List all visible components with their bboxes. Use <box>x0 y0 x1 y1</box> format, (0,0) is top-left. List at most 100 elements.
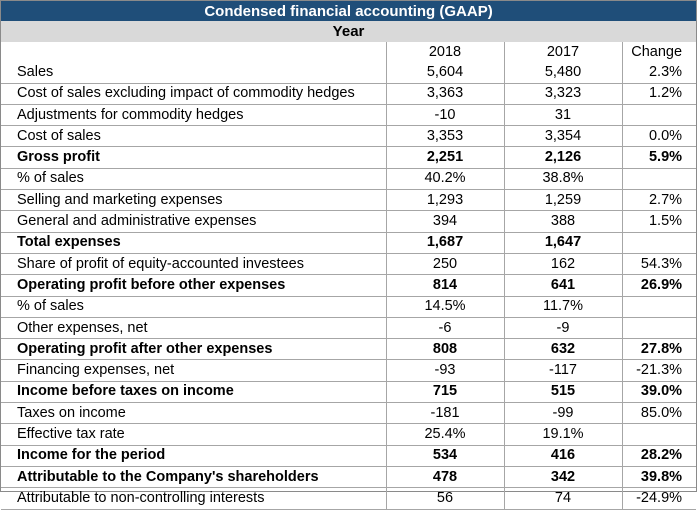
row-value-2017: -99 <box>503 402 622 425</box>
row-change: 54.3% <box>621 253 697 276</box>
year-header-row: Year <box>1 21 697 42</box>
row-value-2017: 38.8% <box>503 168 622 191</box>
row-value-2018: 250 <box>385 253 504 276</box>
row-value-2018: 814 <box>385 274 504 297</box>
row-value-2018: 2,251 <box>385 146 504 169</box>
row-label: Cost of sales <box>1 125 386 148</box>
row-value-2017: 515 <box>503 381 622 404</box>
row-label: Income for the period <box>1 445 386 467</box>
table-row: % of sales 14.5% 11.7% <box>1 296 697 318</box>
row-change: -21.3% <box>621 359 697 382</box>
row-value-2018: 5,604 <box>385 62 504 84</box>
row-change: 0.0% <box>621 125 697 148</box>
row-change: 27.8% <box>621 338 697 361</box>
row-value-2018: 3,363 <box>385 83 504 105</box>
row-value-2018: 40.2% <box>385 168 504 191</box>
table-row: Financing expenses, net -93 -117 -21.3% <box>1 359 697 382</box>
column-header-row: 2018 2017 Change <box>1 42 697 63</box>
row-label: Effective tax rate <box>1 423 386 446</box>
row-value-2017: 416 <box>503 445 622 467</box>
row-label: Sales <box>1 62 386 84</box>
row-label: Operating profit before other expenses <box>1 274 386 297</box>
row-label: % of sales <box>1 296 386 318</box>
table-row: Cost of sales excluding impact of commod… <box>1 83 697 105</box>
row-change: 2.7% <box>621 189 697 212</box>
row-value-2017: 11.7% <box>503 296 622 318</box>
row-label: Taxes on income <box>1 402 386 425</box>
row-value-2017: 3,323 <box>503 83 622 105</box>
row-change <box>621 317 697 340</box>
row-value-2018: 1,687 <box>385 232 504 254</box>
row-label: General and administrative expenses <box>1 210 386 233</box>
table-row: Attributable to the Company's shareholde… <box>1 466 697 489</box>
row-value-2018: 478 <box>385 466 504 489</box>
row-value-2018: 534 <box>385 445 504 467</box>
table-row: Income for the period 534 416 28.2% <box>1 445 697 467</box>
row-value-2018: 3,353 <box>385 125 504 148</box>
row-value-2018: -10 <box>385 104 504 127</box>
row-change: 85.0% <box>621 402 697 425</box>
row-value-2017: 3,354 <box>503 125 622 148</box>
row-value-2017: 1,647 <box>503 232 622 254</box>
row-label: Total expenses <box>1 232 386 254</box>
column-header-2018: 2018 <box>385 42 504 63</box>
row-value-2017: 19.1% <box>503 423 622 446</box>
column-header-2017: 2017 <box>503 42 622 63</box>
table-title: Condensed financial accounting (GAAP) <box>1 1 697 21</box>
row-value-2017: 74 <box>503 487 622 510</box>
row-change <box>621 423 697 446</box>
table-row: Cost of sales 3,353 3,354 0.0% <box>1 125 697 148</box>
table-title-row: Condensed financial accounting (GAAP) <box>1 1 697 21</box>
row-label: Share of profit of equity-accounted inve… <box>1 253 386 276</box>
row-label: Attributable to non-controlling interest… <box>1 487 386 510</box>
row-value-2017: -9 <box>503 317 622 340</box>
row-change: 1.2% <box>621 83 697 105</box>
row-value-2018: 394 <box>385 210 504 233</box>
column-header-change: Change <box>621 42 697 63</box>
table-row: Operating profit before other expenses 81… <box>1 274 697 297</box>
row-value-2018: -6 <box>385 317 504 340</box>
row-value-2017: 162 <box>503 253 622 276</box>
table-row: General and administrative expenses 394 38… <box>1 210 697 233</box>
row-change: 2.3% <box>621 62 697 84</box>
row-label: Cost of sales excluding impact of commod… <box>1 83 386 105</box>
row-value-2018: -93 <box>385 359 504 382</box>
table-row: Income before taxes on income 715 515 39.0% <box>1 381 697 404</box>
table-row: Effective tax rate 25.4% 19.1% <box>1 423 697 446</box>
row-value-2017: 1,259 <box>503 189 622 212</box>
row-change <box>621 296 697 318</box>
table-row: Share of profit of equity-accounted inve… <box>1 253 697 276</box>
row-label: Gross profit <box>1 146 386 169</box>
table-row: Attributable to non-controlling interest… <box>1 487 697 510</box>
row-change <box>621 168 697 191</box>
row-change: 28.2% <box>621 445 697 467</box>
row-value-2017: 388 <box>503 210 622 233</box>
row-value-2018: -181 <box>385 402 504 425</box>
row-label: Selling and marketing expenses <box>1 189 386 212</box>
row-label: Operating profit after other expenses <box>1 338 386 361</box>
table-row: Total expenses 1,687 1,647 <box>1 232 697 254</box>
row-label: Financing expenses, net <box>1 359 386 382</box>
row-value-2017: 5,480 <box>503 62 622 84</box>
table-row: % of sales 40.2% 38.8% <box>1 168 697 191</box>
row-change: 39.0% <box>621 381 697 404</box>
row-change: 1.5% <box>621 210 697 233</box>
row-label: % of sales <box>1 168 386 191</box>
table-row: Taxes on income -181 -99 85.0% <box>1 402 697 425</box>
row-value-2017: 641 <box>503 274 622 297</box>
row-label: Income before taxes on income <box>1 381 386 404</box>
row-label: Attributable to the Company's shareholde… <box>1 466 386 489</box>
row-value-2017: 31 <box>503 104 622 127</box>
row-value-2018: 56 <box>385 487 504 510</box>
row-label: Other expenses, net <box>1 317 386 340</box>
row-change: 39.8% <box>621 466 697 489</box>
row-value-2017: 632 <box>503 338 622 361</box>
row-change: 26.9% <box>621 274 697 297</box>
column-header-blank <box>1 42 386 62</box>
row-value-2018: 14.5% <box>385 296 504 318</box>
row-value-2018: 1,293 <box>385 189 504 212</box>
row-change <box>621 104 697 127</box>
table-row: Sales 5,604 5,480 2.3% <box>1 62 697 84</box>
